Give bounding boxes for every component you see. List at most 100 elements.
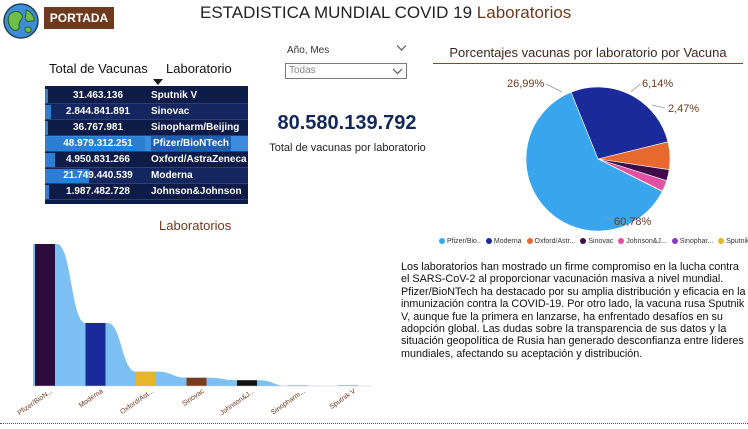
lab-x-tick: Sinopharm... [270, 388, 307, 417]
lab-x-tick: Sinovac [181, 388, 206, 408]
date-filter-value: Todas [289, 65, 316, 76]
lab-x-tick: Sputnik V [329, 388, 358, 411]
pie-title-divider [433, 63, 743, 64]
pie-leader-line [651, 104, 666, 109]
pie-label-oxford: 6,14% [642, 78, 673, 90]
dropdown-chevron-icon[interactable] [392, 68, 403, 75]
chevron-down-icon[interactable] [396, 44, 407, 52]
table-row-divider [45, 151, 248, 152]
legend-item[interactable]: Pfizer/Bio.. [439, 238, 481, 245]
pie-label-sinovac: 2,47% [668, 103, 699, 115]
table-row-divider [45, 167, 248, 168]
legend-swatch [485, 238, 492, 245]
table-row-databar [45, 169, 89, 183]
table-row-divider [45, 103, 248, 104]
lab-x-tick: Moderna [78, 388, 105, 410]
table-cell-laboratorio: Oxford/AstraZeneca [151, 154, 247, 165]
table-row[interactable]: 36.767.981 Sinopharm/Beijing [45, 120, 248, 136]
legend-label: Sinovac [588, 238, 614, 245]
pie-chart-title: Porcentajes vacunas por laboratorio por … [449, 45, 727, 60]
table-row[interactable]: 48.979.312.251 Pfizer/BioNTech [45, 136, 248, 152]
lab-bar-moderna[interactable] [85, 322, 106, 386]
legend-item[interactable]: Sinovac [580, 238, 613, 245]
pie-leader-line [545, 83, 563, 93]
pie-legend: Pfizer/Bio.. Moderna Oxford/Astr... Sinovac… [439, 238, 748, 248]
table-row[interactable]: 31.463.136 Sputnik V [45, 88, 248, 104]
legend-swatch [671, 238, 678, 245]
table-row[interactable]: 21.749.440.539 Moderna [45, 168, 248, 184]
sort-descending-icon[interactable] [153, 79, 163, 85]
lab-bar-sputnik-v[interactable] [338, 385, 358, 386]
table-row-databar [45, 121, 48, 135]
lab-bar-oxford-ast[interactable] [136, 371, 156, 386]
legend-item[interactable]: Sputnik V [718, 238, 748, 245]
lab-x-tick: Oxford/Ast... [119, 388, 155, 416]
lab-bar-sinovac[interactable] [186, 377, 207, 386]
table-cell-total: 48.979.312.251 [63, 138, 133, 149]
table-row[interactable]: 2.844.841.891 Sinovac [45, 104, 248, 120]
legend-label: Johnson&J... [626, 238, 667, 245]
table-cell-laboratorio: Johnson&Johnson [151, 186, 242, 197]
table-row-divider [45, 183, 248, 184]
lab-bar-pfizer-bion[interactable] [35, 244, 55, 386]
bottom-divider [0, 423, 748, 424]
lab-chart: Pfizer/BioN... Moderna Oxford/Ast... Sinova… [17, 244, 373, 417]
table-row-divider [45, 119, 248, 120]
table-cell-laboratorio: Sinovac [151, 106, 190, 117]
legend-swatch [618, 238, 625, 245]
table-cell-total: 4.950.831.266 [66, 154, 130, 165]
table-row-databar [45, 153, 55, 167]
table-header-laboratorio[interactable]: Laboratorio [166, 61, 232, 76]
table-row-databar [45, 105, 51, 119]
table-cell-total: 31.463.136 [72, 90, 124, 101]
pie-chart: 26,99% 6,14% 2,47% 60,78% [507, 78, 699, 232]
kpi-total-value: 80.580.139.792 [277, 112, 417, 134]
table-cell-laboratorio: Sinopharm/Beijing [151, 122, 240, 133]
table-cell-total: 2.844.841.891 [66, 106, 130, 117]
table-cell-laboratorio: Pfizer/BioNTech [151, 136, 231, 152]
lab-chart-title: Laboratorios [159, 218, 232, 233]
pie-label-pfizer: 60,78% [614, 216, 652, 228]
lab-bar-sinopharm[interactable] [287, 385, 308, 386]
portada-button[interactable]: PORTADA [44, 7, 114, 29]
legend-swatch [580, 238, 587, 245]
date-filter-select[interactable]: Todas [285, 63, 407, 79]
table-row-databar [45, 89, 48, 103]
legend-item[interactable]: Oxford/Astr... [526, 238, 576, 245]
table-row-databar [45, 185, 49, 199]
table-row[interactable]: 4.950.831.266 Oxford/AstraZeneca [45, 152, 248, 168]
table-header-total[interactable]: Total de Vacunas [49, 61, 148, 76]
legend-label: Moderna [493, 238, 522, 245]
legend-swatch [718, 238, 725, 245]
page-title-accent: Laboratorios [476, 3, 572, 22]
legend-label: Oxford/Astr... [534, 238, 576, 245]
description-text: Los laboratorios han mostrado un firme c… [401, 261, 746, 360]
lab-x-tick: Johnson&J... [219, 388, 256, 417]
globe-icon [3, 3, 39, 39]
vaccines-table: 31.463.136 Sputnik V 2.844.841.891 Sinovac 3… [45, 86, 248, 204]
lab-chart-area [33, 244, 373, 386]
legend-item[interactable]: Sinophar... [671, 238, 713, 245]
table-cell-laboratorio: Moderna [151, 170, 193, 181]
page-title: ESTADISTICA MUNDIAL COVID 19 Laboratorio… [200, 3, 600, 23]
table-row-databar [45, 137, 145, 151]
kpi-total-label: Total de vacunas por laboratorio [269, 142, 426, 154]
table-row[interactable]: 1.987.482.728 Johnson&Johnson [45, 184, 248, 200]
table-row-divider [45, 135, 248, 136]
lab-bar-johnson-j[interactable] [237, 380, 257, 386]
pie-leader-line [605, 216, 613, 222]
legend-item[interactable]: Moderna [485, 238, 522, 245]
pie-slice-moderna[interactable] [570, 86, 669, 160]
pie-leader-line [630, 83, 641, 93]
legend-label: Sputnik V [726, 238, 748, 245]
legend-label: Pfizer/Bio.. [447, 238, 481, 245]
pie-slice-pfizer-bio[interactable] [525, 91, 663, 232]
table-cell-total: 1.987.482.728 [66, 186, 130, 197]
table-cell-total: 36.767.981 [72, 122, 124, 133]
lab-x-tick: Pfizer/BioN... [17, 388, 55, 417]
table-cell-laboratorio: Sputnik V [151, 90, 198, 101]
legend-swatch [439, 238, 445, 245]
legend-item[interactable]: Johnson&J... [618, 238, 667, 245]
date-filter-label: Año, Mes [287, 45, 330, 56]
legend-swatch [526, 238, 533, 245]
